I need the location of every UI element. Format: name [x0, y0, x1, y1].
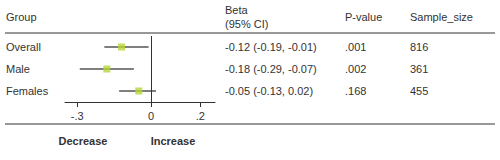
svg-text:.002: .002 [345, 63, 366, 75]
svg-text:361: 361 [410, 63, 428, 75]
svg-text:P-value: P-value [345, 11, 382, 23]
svg-text:816: 816 [410, 41, 428, 53]
svg-text:Sample_size: Sample_size [410, 11, 473, 23]
svg-text:0: 0 [148, 110, 154, 122]
svg-text:Overall: Overall [6, 41, 41, 53]
svg-text:.001: .001 [345, 41, 366, 53]
svg-text:.168: .168 [345, 85, 366, 97]
svg-text:Group: Group [6, 11, 37, 23]
svg-text:Decrease: Decrease [59, 135, 108, 147]
svg-text:Increase: Increase [151, 135, 196, 147]
svg-text:Females: Females [6, 85, 49, 97]
svg-text:-.3: -.3 [71, 110, 84, 122]
svg-text:-0.18 (-0.29, -0.07): -0.18 (-0.29, -0.07) [225, 63, 317, 75]
svg-text:455: 455 [410, 85, 428, 97]
svg-text:.2: .2 [196, 110, 205, 122]
svg-text:Beta: Beta [225, 4, 249, 16]
svg-text:-0.12 (-0.19, -0.01): -0.12 (-0.19, -0.01) [225, 41, 317, 53]
svg-text:(95% CI): (95% CI) [225, 18, 268, 30]
svg-text:Male: Male [6, 63, 30, 75]
svg-text:-0.05 (-0.13, 0.02): -0.05 (-0.13, 0.02) [225, 85, 313, 97]
